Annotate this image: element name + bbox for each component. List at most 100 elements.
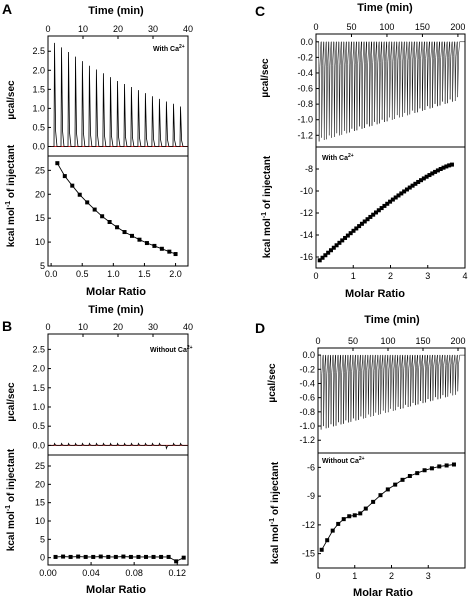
panel-c-bottom-xtick-label: 0 <box>313 271 318 281</box>
panel-c-kcal-title: kcal mol-1 of injectant <box>261 155 273 258</box>
panel-a-top-xtick-label: 30 <box>148 24 158 34</box>
panel-c-ucal-title: µcal/sec <box>260 58 271 98</box>
panel-d-molar-title: Molar Ratio <box>353 587 413 597</box>
panel-c-point <box>413 181 418 186</box>
panel-b-kcal-title: kcal mol-1 of injectant <box>5 448 17 551</box>
panel-d-top-xtick-label: 50 <box>348 336 358 346</box>
panel-d-condition-label: Without Ca2+ <box>322 456 365 465</box>
panel-a-point <box>115 225 120 230</box>
panel-d-top-ytick-label: 0.0 <box>302 350 315 360</box>
panel-b-bottom-ytick-label: 10 <box>35 516 45 526</box>
panel-b-top-ytick-label: 1.5 <box>32 383 45 393</box>
panel-d-point <box>358 511 363 516</box>
panel-b-point <box>166 554 171 559</box>
panel-a-molar-title: Molar Ratio <box>86 286 146 298</box>
panel-c-molar-title: Molar Ratio <box>345 288 405 300</box>
panel-c-point <box>362 219 367 224</box>
panel-d-point <box>444 463 449 468</box>
panel-b-thermogram <box>48 442 188 450</box>
panel-d-point <box>400 477 405 482</box>
panel-b-top-xtick-label: 20 <box>113 322 123 332</box>
panel-c-point <box>376 208 381 213</box>
panel-b-top-ytick-label: 2.0 <box>32 364 45 374</box>
panel-d-top-xtick-label: 200 <box>450 336 465 346</box>
panel-a-top-ytick-label: 1.5 <box>32 84 45 94</box>
panel-c-point <box>379 206 384 211</box>
panel-d-top-xtick-label: 100 <box>380 336 395 346</box>
panel-a-point <box>137 237 142 242</box>
panel-c-top-ytick-label: -0.4 <box>297 68 313 78</box>
panel-a-point <box>130 233 134 238</box>
panel-b-point <box>113 554 118 559</box>
panel-a-point <box>167 249 172 254</box>
panel-c-point <box>373 210 378 215</box>
panel-d-top-ytick-label: -1.2 <box>299 435 315 445</box>
panel-b-bottom-xtick-label: 0.08 <box>125 568 143 578</box>
panel-d-point <box>352 513 357 518</box>
panel-b-point <box>83 554 88 559</box>
panel-label-c: C <box>255 3 265 19</box>
panel-a-point <box>92 207 97 212</box>
panel-d-fit-line <box>321 464 455 551</box>
panel-c-bottom-ytick-label: -12 <box>300 208 313 218</box>
panel-b-molar-title: Molar Ratio <box>86 584 146 596</box>
panel-c-point <box>390 197 395 202</box>
panel-d-point <box>347 514 352 519</box>
panel-c-point <box>385 201 390 206</box>
panel-c-top-ytick-label: -0.2 <box>297 52 313 62</box>
panel-d-point <box>415 471 420 476</box>
panel-a-point <box>77 192 82 197</box>
panel-d-top-ytick-label: -0.2 <box>299 364 315 374</box>
panel-c-top-ytick-label: -1.0 <box>297 115 313 125</box>
panel-c-point <box>419 178 424 183</box>
panel-c-top-ytick-label: -0.8 <box>297 99 313 109</box>
panel-d-ucal-title: µcal/sec <box>267 363 278 403</box>
panel-c-point <box>331 245 336 250</box>
panel-a-bottom-ytick-label: 15 <box>35 213 45 223</box>
panel-d-point <box>363 506 368 511</box>
panel-c-point <box>326 250 331 255</box>
panel-d-point <box>451 462 456 467</box>
panel-b-point <box>174 559 179 564</box>
panel-a-point <box>100 214 105 219</box>
panel-a-top-xtick-label: 10 <box>78 24 88 34</box>
panel-c-bottom-xtick-label: 2 <box>388 271 393 281</box>
panel-c-bottom-xtick-label: 3 <box>425 271 430 281</box>
panel-c-point <box>320 255 325 260</box>
panel-b-top-ytick-label: 0.5 <box>32 421 45 431</box>
panel-a-point <box>85 200 90 205</box>
panel-b-point <box>121 554 126 559</box>
panel-d-top-xtick-label: 0 <box>315 336 320 346</box>
panel-a-bottom-xtick-label: 2.0 <box>169 269 182 279</box>
panel-b-bottom-axes <box>47 454 189 566</box>
panel-a-thermogram <box>48 42 188 147</box>
panel-b-ucal-title: µcal/sec <box>6 382 17 422</box>
panel-d-point <box>393 482 398 487</box>
panel-c-point <box>416 179 421 184</box>
panel-a-bottom-ytick-label: 10 <box>35 237 45 247</box>
panel-a-bottom-axes <box>47 155 189 267</box>
panel-d-top-ytick-label: -0.6 <box>299 393 315 403</box>
panel-c-point <box>328 248 333 253</box>
panel-label-d: D <box>255 320 265 336</box>
panel-d-time-title: Time (min) <box>364 314 420 326</box>
panel-a-point <box>62 174 67 179</box>
panel-b-point <box>128 554 133 559</box>
panel-a-top-xtick-label: 40 <box>183 24 193 34</box>
panel-b-point <box>144 554 148 559</box>
panel-a-condition-label: With Ca2+ <box>153 44 185 53</box>
panel-d-point <box>429 466 434 471</box>
panel-b-point <box>76 554 81 559</box>
panel-c-time-title: Time (min) <box>357 2 413 14</box>
panel-c-point <box>323 253 328 258</box>
panel-a-top-ytick-label: 2.0 <box>32 65 45 75</box>
panel-c-bottom-axes <box>315 146 466 269</box>
panel-c-bottom-ytick-label: -14 <box>300 230 313 240</box>
panel-c-point <box>433 169 438 174</box>
panel-c-bottom-xtick-label: 4 <box>462 271 467 281</box>
panel-c-point <box>399 191 404 196</box>
panel-c-point <box>354 226 359 231</box>
panel-a-kcal-title: kcal mol-1 of injectant <box>5 144 17 247</box>
panel-c-point <box>382 203 387 208</box>
panel-c-point <box>351 228 356 233</box>
